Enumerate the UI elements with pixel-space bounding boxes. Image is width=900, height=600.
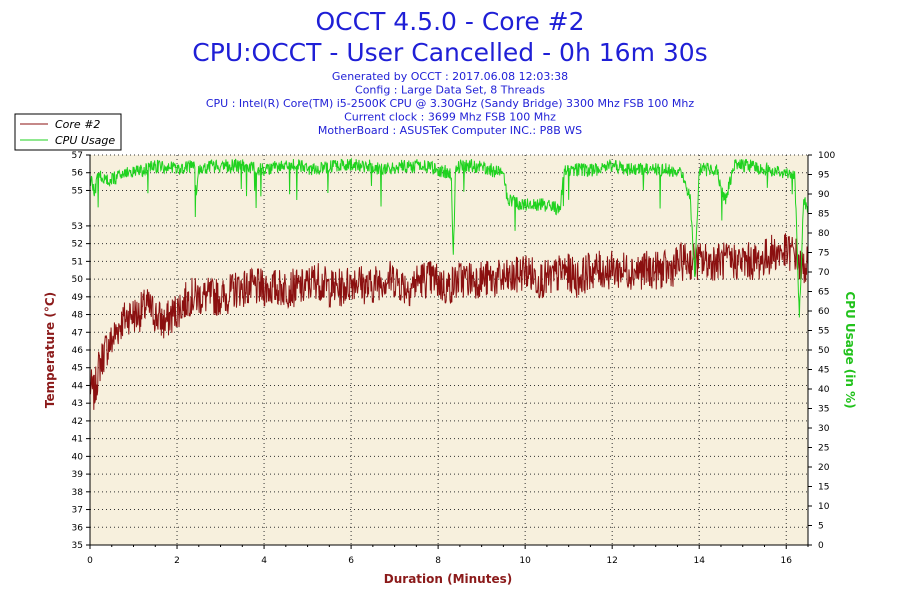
y-right-tick-label: 50	[818, 346, 830, 356]
y-left-tick-label: 38	[72, 488, 84, 498]
y-left-tick-label: 50	[72, 275, 84, 285]
info-line: Current clock : 3699 Mhz FSB 100 Mhz	[344, 111, 556, 124]
x-tick-label: 10	[519, 556, 531, 566]
x-tick-label: 6	[348, 556, 354, 566]
series-line-cpu-usage	[89, 157, 809, 318]
y-right-tick-label: 10	[818, 502, 830, 512]
info-line: Config : Large Data Set, 8 Threads	[355, 84, 545, 97]
y-left-tick-label: 43	[72, 399, 83, 409]
y-left-tick-label: 51	[72, 257, 83, 267]
y-left-tick-label: 48	[72, 311, 84, 321]
y-right-tick-label: 60	[818, 307, 830, 317]
series-layer	[89, 157, 809, 410]
y-left-tick-label: 42	[72, 417, 83, 427]
info-line: Generated by OCCT : 2017.06.08 12:03:38	[332, 70, 568, 83]
y-left-tick-label: 57	[72, 151, 83, 161]
y-right-tick-label: 95	[818, 171, 829, 181]
y-right-tick-label: 40	[818, 385, 830, 395]
chart-title: OCCT 4.5.0 - Core #2	[316, 7, 585, 36]
y-left-tick-label: 56	[72, 169, 84, 179]
legend-label: CPU Usage	[55, 134, 115, 147]
x-tick-label: 12	[606, 556, 617, 566]
y-axis-right-label: CPU Usage (in %)	[843, 291, 857, 408]
legend-box	[14, 113, 122, 151]
y-right-tick-label: 15	[818, 483, 829, 493]
info-line: CPU : Intel(R) Core(TM) i5-2500K CPU @ 3…	[206, 97, 694, 110]
y-left-tick-label: 46	[72, 346, 84, 356]
series-line-core	[89, 233, 809, 410]
y-right-tick-label: 65	[818, 288, 829, 298]
y-left-tick-label: 44	[72, 381, 84, 391]
x-tick-label: 0	[87, 556, 93, 566]
y-right-tick-label: 75	[818, 249, 829, 259]
y-right-tick-label: 0	[818, 541, 824, 551]
y-axis-left-label: Temperature (°C)	[43, 292, 57, 408]
info-lines: Generated by OCCT : 2017.06.08 12:03:38C…	[206, 70, 694, 137]
y-left-tick-label: 55	[72, 186, 83, 196]
y-left-tick-label: 41	[72, 435, 83, 445]
x-tick-label: 14	[693, 556, 705, 566]
y-left-tick-label: 37	[72, 506, 83, 516]
y-left-tick-label: 36	[72, 523, 84, 533]
chart-subtitle: CPU:OCCT - User Cancelled - 0h 16m 30s	[192, 38, 707, 67]
y-right-tick-label: 30	[818, 424, 830, 434]
y-right-tick-label: 35	[818, 405, 829, 415]
x-tick-label: 2	[174, 556, 180, 566]
y-right-tick-label: 80	[818, 229, 830, 239]
y-right-tick-label: 70	[818, 268, 830, 278]
y-left-tick-label: 35	[72, 541, 83, 551]
y-right-tick-label: 20	[818, 463, 830, 473]
plot-area	[90, 155, 808, 545]
grid-lines	[90, 154, 808, 545]
y-left-tick-label: 49	[72, 293, 84, 303]
legend: Core #2 CPU Usage	[14, 113, 122, 151]
y-left-tick-label: 39	[72, 470, 84, 480]
y-left-tick-label: 52	[72, 240, 83, 250]
info-line: MotherBoard : ASUSTeK Computer INC.: P8B…	[318, 124, 582, 137]
y-right-tick-label: 100	[818, 151, 835, 161]
y-right-tick-label: 90	[818, 190, 830, 200]
y-right-tick-label: 25	[818, 444, 829, 454]
y-axis-right-ticks: 0 5 10 15 20 25 30 35 40 45 50 55 60 65 70 75 80 85 90 95 10…	[808, 151, 835, 551]
x-tick-label: 16	[781, 556, 793, 566]
y-left-tick-label: 53	[72, 222, 83, 232]
x-tick-label: 4	[261, 556, 267, 566]
y-right-tick-label: 45	[818, 366, 829, 376]
y-right-tick-label: 5	[818, 522, 824, 532]
y-axis-left-ticks: 35 36 37 38 39 40 41 42 43 44 45 46 47 48 49 50 51 52 53 55…	[72, 151, 90, 551]
x-axis-ticks: 0 2 4 6 8 10 12 14 16	[87, 545, 809, 566]
y-right-tick-label: 55	[818, 327, 829, 337]
x-axis-label: Duration (Minutes)	[384, 572, 512, 586]
legend-label: Core #2	[55, 118, 100, 131]
y-left-tick-label: 47	[72, 328, 83, 338]
y-left-tick-label: 45	[72, 364, 83, 374]
y-right-tick-label: 85	[818, 210, 829, 220]
x-tick-label: 8	[435, 556, 441, 566]
y-left-tick-label: 40	[72, 452, 84, 462]
